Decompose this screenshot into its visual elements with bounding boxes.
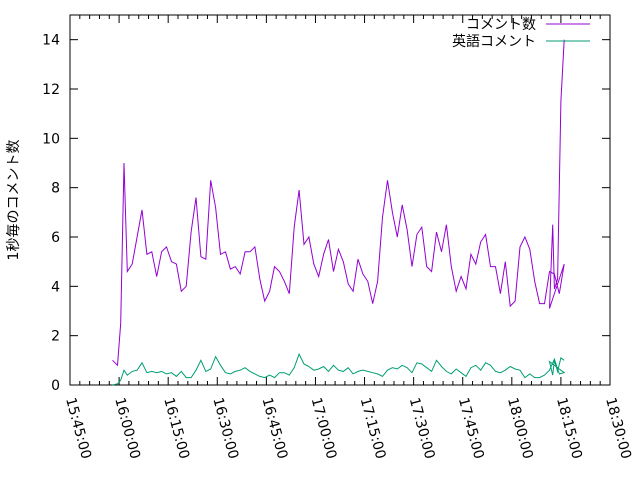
x-tick-label: 17:30:00 xyxy=(406,396,438,461)
x-tick-label: 17:15:00 xyxy=(357,396,389,461)
series-group xyxy=(112,39,566,386)
plot-frame xyxy=(69,14,611,386)
series-line-1 xyxy=(112,39,565,367)
x-tick-label: 16:30:00 xyxy=(209,396,241,461)
x-ticks: 15:45:00 16:00:00 16:15:00 16:30:00 16:45:00… xyxy=(62,15,634,461)
y-ticks: 0 2 4 6 8 10 12 14 xyxy=(42,33,610,394)
y-axis-label: 1秒毎のコメント数 xyxy=(6,140,22,261)
y-tick-label: 2 xyxy=(51,329,60,345)
y-tick-label: 4 xyxy=(51,279,60,295)
series-line-2 xyxy=(112,352,566,386)
x-tick-label: 18:00:00 xyxy=(504,396,536,461)
x-tick-label: 18:15:00 xyxy=(553,396,585,461)
y-tick-label: 6 xyxy=(51,230,60,246)
x-tick-label: 15:45:00 xyxy=(62,396,94,461)
y-tick-label: 14 xyxy=(42,33,60,49)
y-tick-label: 8 xyxy=(51,181,60,197)
axes xyxy=(69,14,611,386)
y-tick-label: 10 xyxy=(42,131,60,147)
x-tick-label: 17:45:00 xyxy=(455,396,487,461)
legend-label-2: 英語コメント xyxy=(452,33,536,50)
legend-label-1: コメント数 xyxy=(466,17,536,33)
x-tick-label: 16:45:00 xyxy=(258,396,290,461)
y-tick-label: 0 xyxy=(51,378,60,394)
x-tick-label: 18:30:00 xyxy=(602,396,634,461)
x-tick-label: 17:00:00 xyxy=(308,396,340,461)
x-tick-label: 16:15:00 xyxy=(160,396,192,461)
y-tick-label: 12 xyxy=(42,82,60,98)
x-tick-label: 16:00:00 xyxy=(111,396,143,461)
